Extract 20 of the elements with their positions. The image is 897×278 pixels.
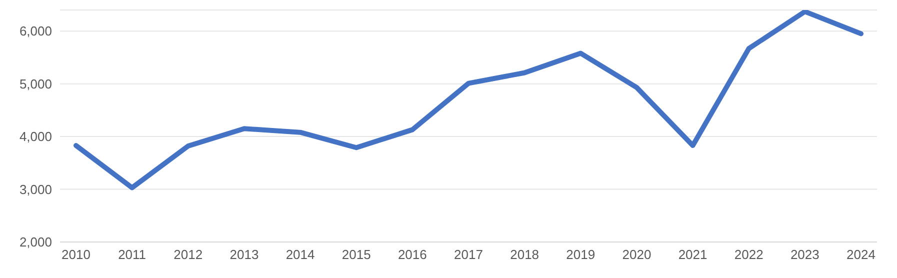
x-tick-label: 2011 xyxy=(118,247,146,262)
x-tick-label: 2019 xyxy=(566,247,596,262)
y-tick-label: 4,000 xyxy=(19,129,52,144)
y-tick-label: 6,000 xyxy=(19,24,52,39)
x-tick-label: 2024 xyxy=(846,247,876,262)
y-tick-label: 2,000 xyxy=(19,234,52,250)
x-tick-label: 2014 xyxy=(286,247,315,262)
x-tick-label: 2015 xyxy=(342,247,371,262)
x-tick-label: 2023 xyxy=(790,247,820,262)
x-tick-label: 2020 xyxy=(622,247,652,262)
x-tick-label: 2018 xyxy=(510,247,540,262)
x-tick-label: 2016 xyxy=(398,247,427,262)
x-tick-label: 2017 xyxy=(454,247,483,262)
x-tick-label: 2022 xyxy=(734,247,764,262)
y-tick-label: 5,000 xyxy=(19,76,52,92)
y-tick-label: 3,000 xyxy=(19,182,52,197)
x-tick-label: 2010 xyxy=(62,247,90,262)
x-tick-label: 2012 xyxy=(174,247,203,262)
x-tick-label: 2021 xyxy=(678,247,708,262)
x-tick-label: 2013 xyxy=(230,247,259,262)
